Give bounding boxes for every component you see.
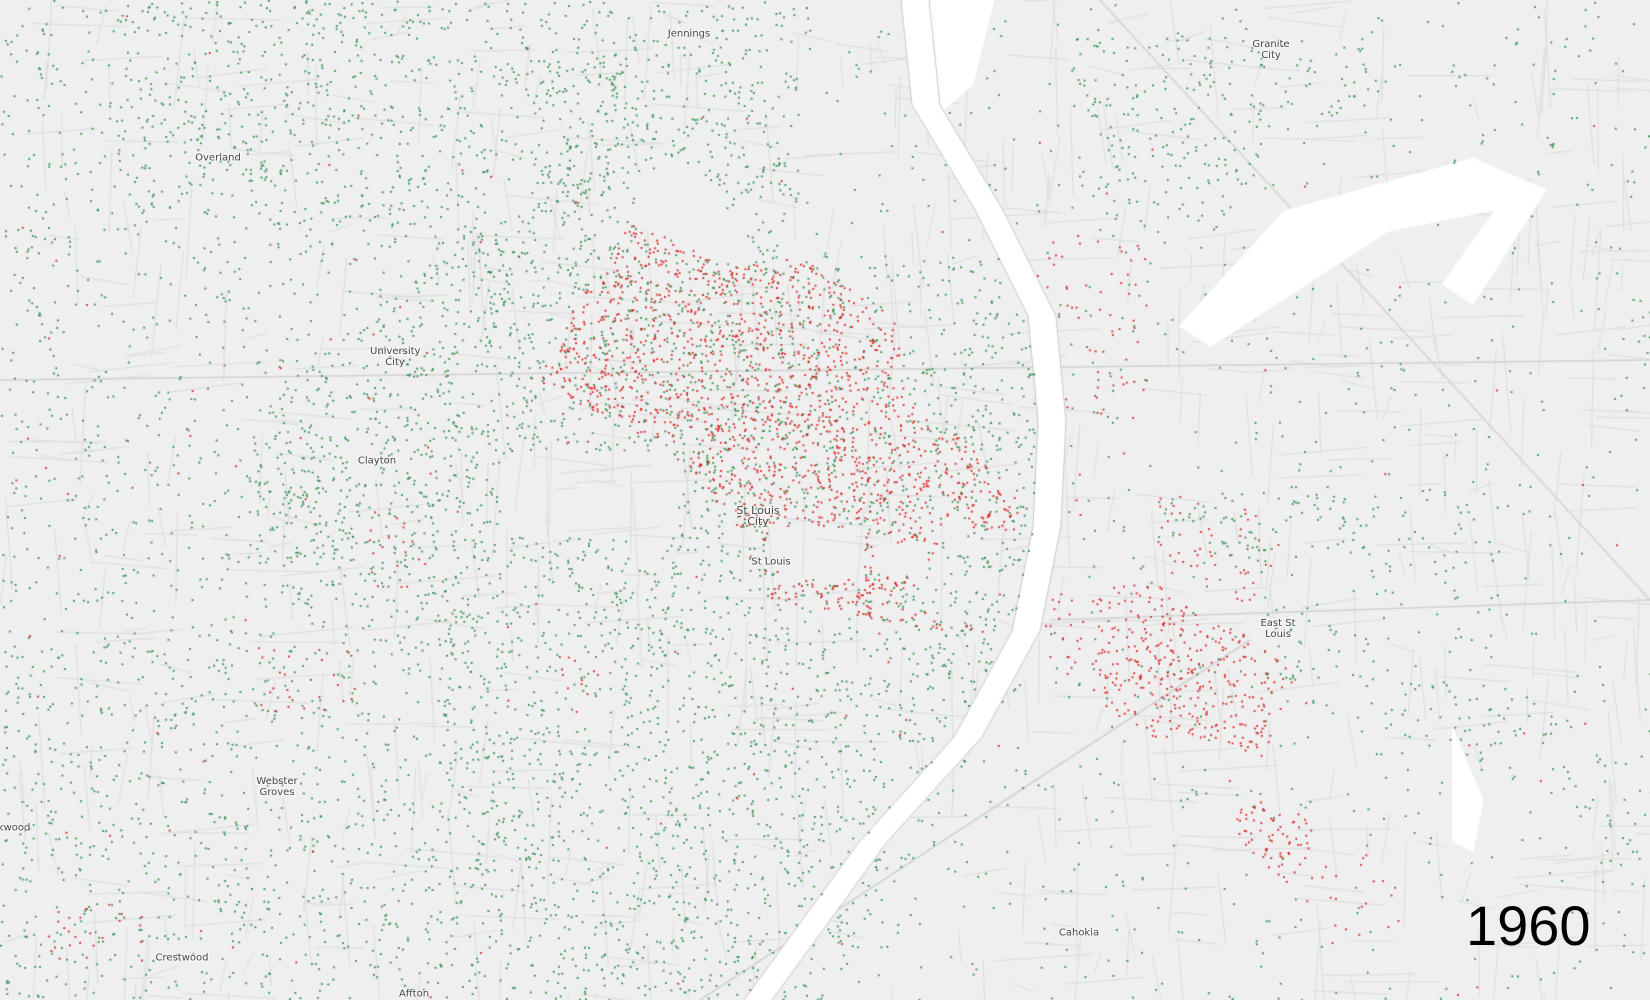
place-label-st-louis: St Louis bbox=[751, 556, 791, 568]
place-label-university-city: University City bbox=[370, 346, 421, 368]
place-label-affton: Affton bbox=[398, 988, 430, 1000]
place-label-clayton: Clayton bbox=[357, 455, 397, 467]
place-label-crestwood: Crestwood bbox=[155, 952, 209, 964]
place-label-jennings: Jennings bbox=[667, 28, 711, 40]
place-label-kirkwood: rkwood bbox=[0, 822, 31, 834]
place-label-overland: Overland bbox=[195, 152, 241, 164]
place-label-webster-groves: Webster Groves bbox=[256, 776, 298, 798]
place-label-granite-city: Granite City bbox=[1252, 39, 1290, 61]
year-label: 1960 bbox=[1466, 894, 1591, 957]
place-label-cahokia: Cahokia bbox=[1058, 927, 1100, 939]
place-label-east-st-louis: East St Louis bbox=[1260, 618, 1296, 640]
place-label-st-louis-city: St Louis City bbox=[736, 504, 780, 528]
